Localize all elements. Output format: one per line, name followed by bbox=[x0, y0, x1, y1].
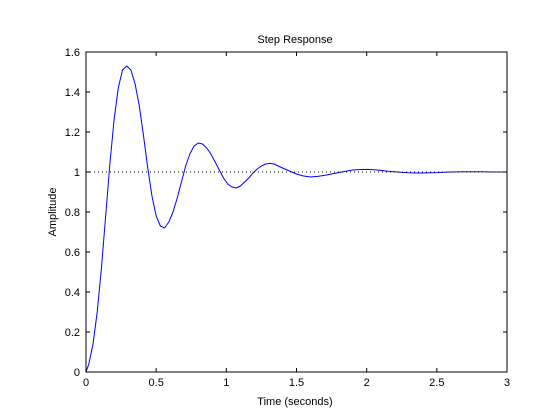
y-tick-label: 1.2 bbox=[65, 127, 80, 139]
x-axis-label: Time (seconds) bbox=[257, 396, 332, 408]
step-response-line bbox=[85, 65, 507, 373]
y-tick-label: 0.8 bbox=[65, 207, 80, 219]
x-tick-label: 0.5 bbox=[149, 377, 164, 389]
y-axis-label: Amplitude bbox=[47, 188, 59, 237]
y-tick-label: 1.4 bbox=[65, 87, 80, 99]
chart-title: Step Response bbox=[257, 34, 332, 46]
x-tick-label: 3 bbox=[504, 377, 510, 389]
x-tick-label: 1 bbox=[223, 377, 229, 389]
plot-area: 0 0.5 1 1.5 2 2.5 3 0 0.2 0.4 0.6 0.8 1 1.2 1.4 1.6 bbox=[65, 47, 510, 389]
y-tick-label: 0 bbox=[74, 367, 80, 379]
x-tick-label: 0 bbox=[83, 377, 89, 389]
y-tick-label: 0.2 bbox=[65, 327, 80, 339]
series-layer bbox=[85, 65, 507, 373]
y-tick-label: 0.6 bbox=[65, 247, 80, 259]
x-tick-label: 2 bbox=[364, 377, 370, 389]
x-tick-label: 2.5 bbox=[429, 377, 444, 389]
ticks-layer: 0 0.5 1 1.5 2 2.5 3 0 0.2 0.4 0.6 0.8 1 1.2 1.4 1.6 bbox=[65, 47, 510, 389]
x-tick-label: 1.5 bbox=[289, 377, 304, 389]
y-tick-label: 0.4 bbox=[65, 287, 80, 299]
y-tick-label: 1 bbox=[74, 167, 80, 179]
plot-background bbox=[86, 52, 507, 372]
y-tick-label: 1.6 bbox=[65, 47, 80, 59]
